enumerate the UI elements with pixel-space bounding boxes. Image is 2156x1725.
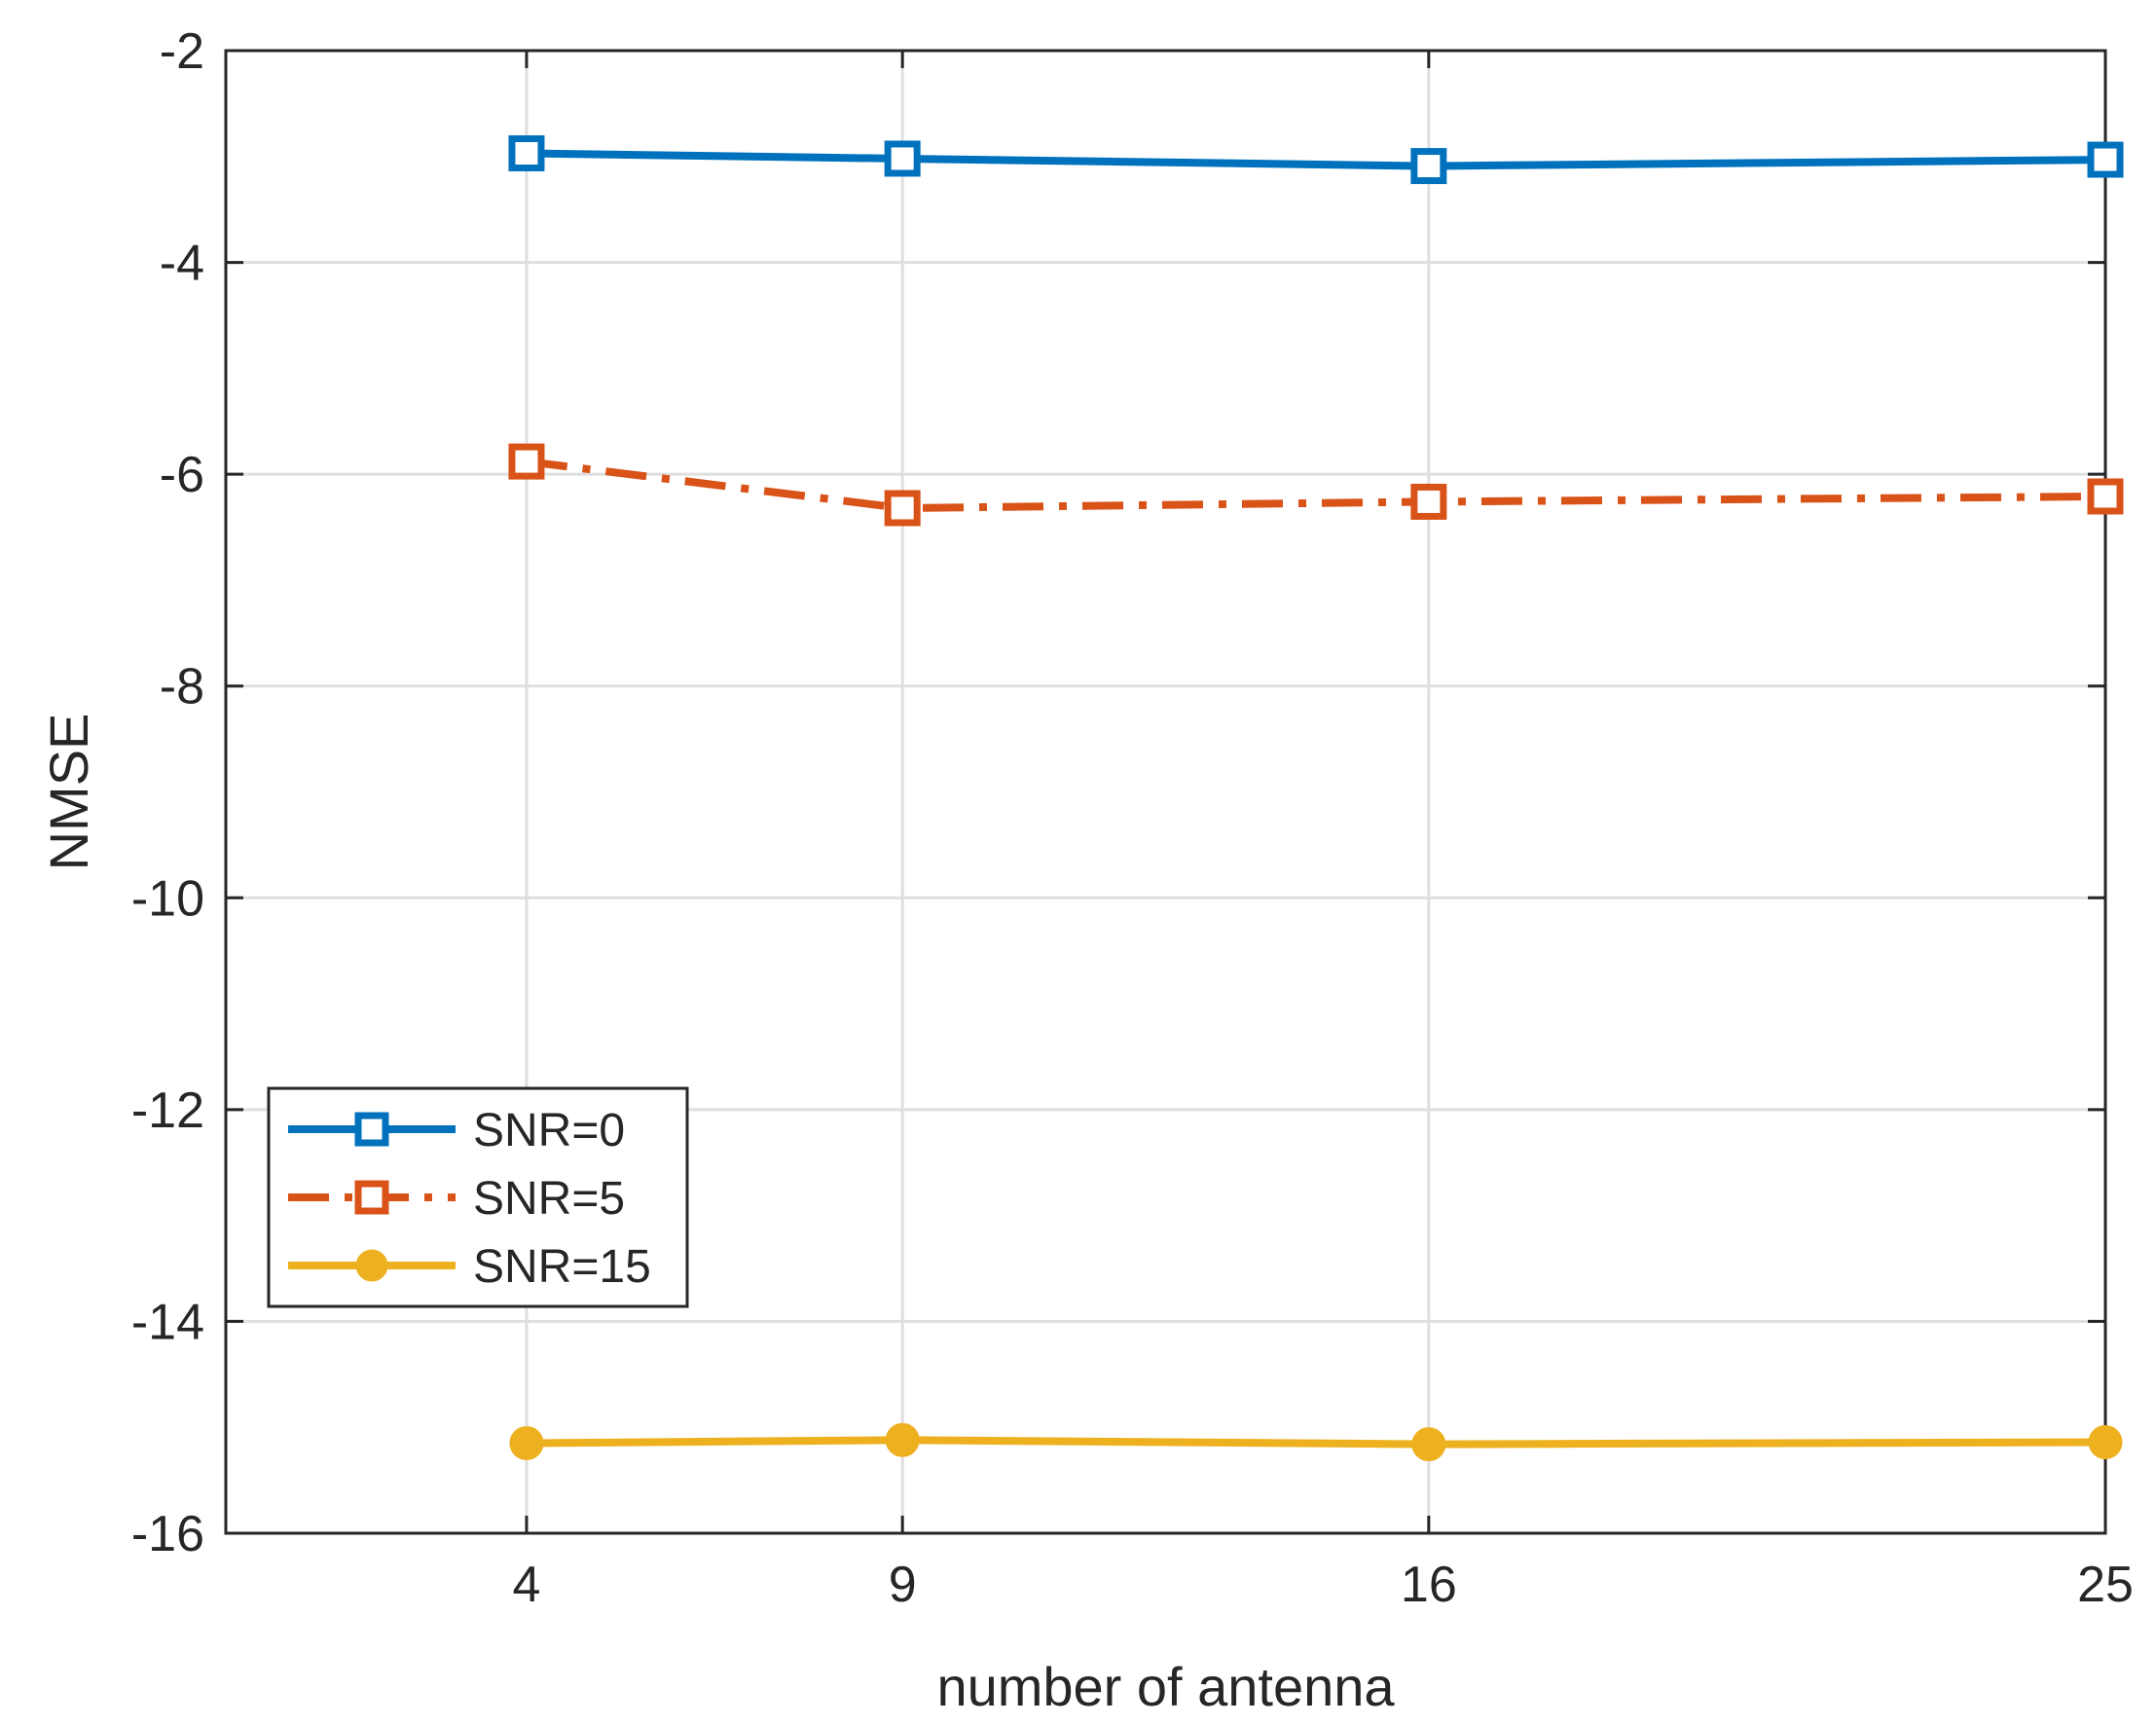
data-point: [1410, 483, 1447, 520]
legend-label: SNR=0: [473, 1105, 625, 1156]
data-point: [2088, 1424, 2123, 1459]
data-point: [884, 490, 921, 527]
axes: [224, 49, 2107, 1535]
legend-item: SNR=5: [288, 1173, 625, 1225]
y-axis-label: NMSE: [38, 714, 99, 871]
y-tick-label: -10: [131, 870, 204, 927]
legend-marker: [355, 1249, 388, 1282]
data-point: [2087, 141, 2124, 178]
x-tick-label: 9: [889, 1557, 917, 1613]
data-point: [509, 1426, 544, 1461]
series-SNR=5: [508, 443, 2124, 527]
axes-box: [224, 49, 2107, 1535]
y-tick-label: -14: [131, 1294, 204, 1350]
legend-item: SNR=0: [288, 1105, 625, 1156]
legend-box: [267, 1086, 689, 1308]
legend: SNR=0 SNR=5 SNR=15: [267, 1086, 689, 1308]
x-tick-label: 4: [512, 1557, 540, 1613]
data-point: [508, 135, 545, 172]
y-tick-label: -4: [160, 236, 204, 292]
legend-label: SNR=15: [473, 1241, 651, 1293]
series-SNR=15: [509, 1422, 2123, 1462]
y-tick-label: -2: [160, 23, 204, 80]
x-axis-label: number of antenna: [936, 1656, 1395, 1717]
series-SNR=0: [508, 135, 2124, 185]
legend-marker: [354, 1112, 389, 1147]
series: [508, 135, 2124, 1462]
data-point: [1411, 1427, 1446, 1462]
data-point: [884, 140, 921, 177]
y-tick-label: -8: [160, 659, 204, 716]
data-point: [508, 443, 545, 480]
data-point: [2087, 478, 2124, 515]
y-tick-label: -6: [160, 447, 204, 503]
tick-labels: 4 9 16 25 -16 -14 -12 -10 -8 -6 -4 -2: [131, 23, 2134, 1613]
y-tick-label: -12: [131, 1083, 204, 1139]
x-tick-label: 16: [1401, 1557, 1457, 1613]
data-point: [1410, 148, 1447, 185]
legend-marker: [354, 1180, 389, 1215]
x-tick-label: 25: [2077, 1557, 2134, 1613]
series-line: [526, 458, 2106, 512]
legend-label: SNR=5: [473, 1173, 625, 1225]
data-point: [885, 1422, 920, 1457]
legend-item: SNR=15: [288, 1241, 651, 1293]
series-line: [526, 1436, 2106, 1449]
y-tick-label: -16: [131, 1506, 204, 1562]
series-line: [526, 149, 2106, 170]
plot-area: [226, 51, 2105, 1533]
grid-lines: [226, 49, 2107, 1535]
